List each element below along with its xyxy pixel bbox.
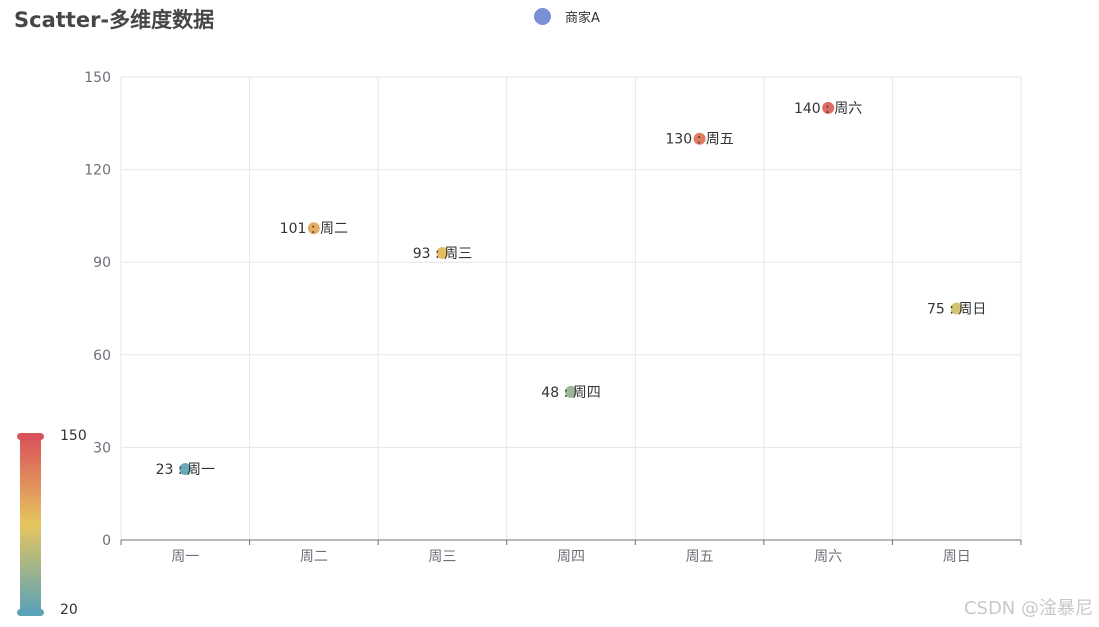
data-label: 48 : 周四	[541, 385, 600, 401]
data-label: 101 : 周二	[280, 221, 348, 237]
x-tick-label: 周五	[686, 549, 714, 565]
data-label: 93 : 周三	[413, 246, 472, 262]
scatter-point	[179, 463, 192, 476]
x-tick-label: 周一	[171, 549, 199, 565]
scatter-point	[950, 302, 963, 315]
visual-map-handle-top	[17, 433, 44, 440]
legend[interactable]: 商家A	[534, 7, 600, 26]
legend-label: 商家A	[565, 10, 600, 26]
scatter-point	[436, 246, 449, 259]
data-label: 140 : 周六	[794, 101, 862, 117]
visual-map-min-label: 20	[60, 602, 78, 618]
data-label: 130 : 周五	[665, 132, 733, 148]
y-tick-label: 30	[93, 440, 111, 456]
visual-map-max-label: 150	[60, 428, 87, 444]
scatter-point	[565, 385, 577, 398]
x-tick-label: 周六	[814, 549, 842, 565]
chart-title: Scatter-多维度数据	[14, 8, 215, 32]
visual-map-handle-bottom	[17, 609, 44, 616]
legend-marker-icon	[534, 7, 551, 25]
x-tick-label: 周四	[557, 549, 585, 565]
x-tick-label: 周二	[300, 549, 328, 565]
y-tick-label: 0	[102, 533, 111, 549]
y-tick-label: 60	[93, 348, 111, 364]
watermark: CSDN @淦暴尼	[963, 598, 1093, 619]
x-tick-label: 周三	[428, 549, 456, 565]
y-tick-label: 90	[93, 255, 111, 271]
x-tick-label: 周日	[943, 549, 971, 565]
y-tick-label: 150	[84, 70, 111, 86]
scatter-point	[693, 132, 706, 145]
visual-map-bar	[20, 437, 41, 612]
scatter-point	[822, 101, 835, 114]
y-tick-label: 120	[84, 163, 111, 179]
data-label: 75 : 周日	[927, 302, 986, 318]
scatter-point	[307, 222, 320, 235]
data-label: 23 : 周一	[156, 462, 215, 478]
